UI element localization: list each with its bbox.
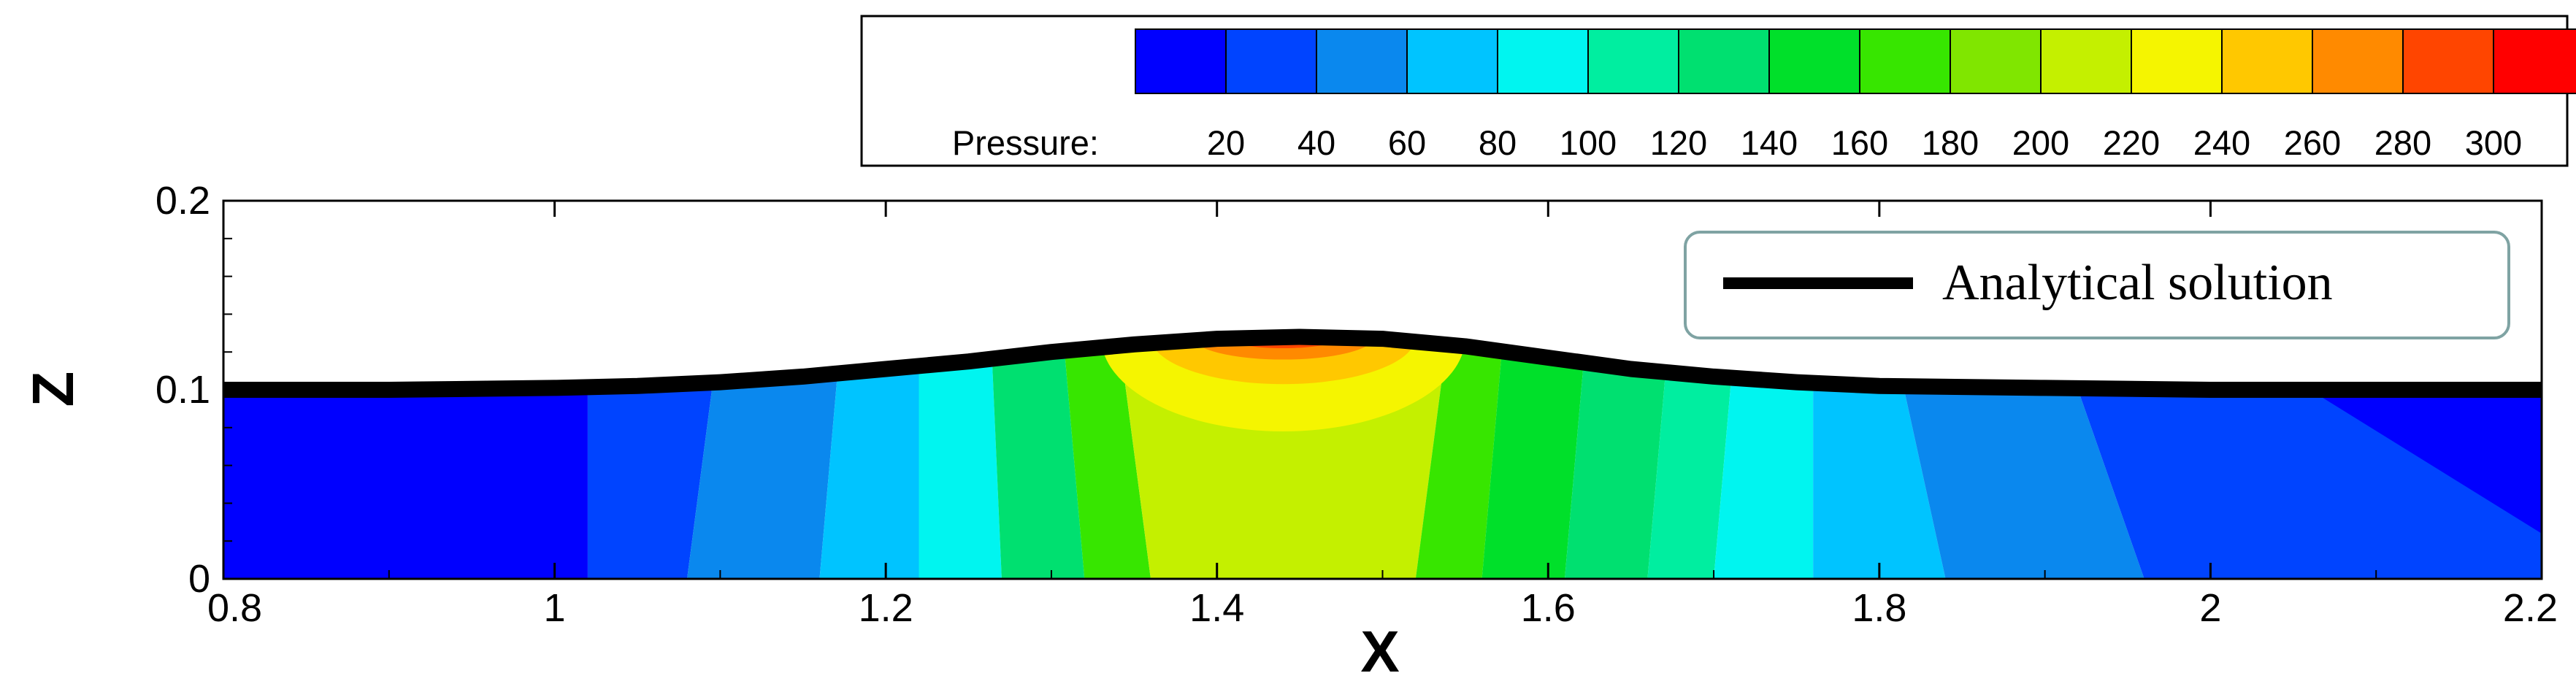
- x-tick-label: 1.4: [1189, 586, 1244, 630]
- colorbar-tick-label: 180: [1922, 123, 1979, 162]
- x-tick-label: 2.2: [2503, 586, 2558, 630]
- colorbar-swatch: [1135, 28, 1227, 94]
- contour-band: [985, 337, 1085, 579]
- colorbar-swatch: [2402, 28, 2494, 94]
- colorbar-tick-label: 20: [1207, 123, 1245, 162]
- colorbar-tick-label: 260: [2284, 123, 2341, 162]
- x-tick-label: 1.2: [859, 586, 913, 630]
- x-axis-ticks: 0.8 1 1.2 1.4 1.6 1.8 2 2.2: [207, 201, 2558, 630]
- colorbar-swatch: [1587, 28, 1679, 94]
- legend-box: [1684, 231, 2510, 339]
- contour-band: [1192, 337, 1375, 360]
- y-tick-label: 0.2: [156, 179, 210, 223]
- contour-band: [1647, 337, 1747, 579]
- x-tick-label: 0.8: [207, 586, 262, 630]
- y-tick-label: 0: [188, 557, 210, 601]
- y-axis-title: Z: [20, 372, 85, 407]
- colorbar-tick-label: 280: [2374, 123, 2431, 162]
- y-tick-label: 0.1: [156, 368, 210, 412]
- colorbar-swatch: [1859, 28, 1951, 94]
- x-tick-label: 1.8: [1852, 586, 1906, 630]
- contour-band: [1415, 337, 1515, 579]
- x-tick-label: 2: [2199, 586, 2221, 630]
- y-axis-ticks: 0 0.1 0.2: [156, 179, 2542, 601]
- colorbar-tick-label: 300: [2465, 123, 2522, 162]
- colorbar-tick-label: 220: [2103, 123, 2160, 162]
- contour-band: [1151, 337, 1416, 385]
- contour-band: [1564, 337, 1681, 579]
- colorbar-swatch: [2312, 28, 2404, 94]
- colorbar-label: Pressure:: [952, 123, 1099, 162]
- contour-band: [919, 337, 1002, 579]
- colorbar-tick-label: 240: [2193, 123, 2250, 162]
- colorbar-tick-label: 60: [1388, 123, 1426, 162]
- colorbar-swatch: [2131, 28, 2223, 94]
- contour-band: [819, 337, 919, 579]
- contour-band: [687, 337, 853, 579]
- colorbar-tick-label: 200: [2012, 123, 2069, 162]
- colorbar-tick-label: 140: [1741, 123, 1798, 162]
- colorbar-swatches: [1135, 28, 2576, 94]
- colorbar-swatch: [1406, 28, 1498, 94]
- x-tick-label: 1: [544, 586, 566, 630]
- contour-band: [1481, 337, 1598, 579]
- colorbar-swatch: [1678, 28, 1770, 94]
- colorbar-swatch: [2221, 28, 2313, 94]
- colorbar-swatch: [1950, 28, 2042, 94]
- contour-band: [1100, 337, 1465, 431]
- colorbar-swatch: [1768, 28, 1860, 94]
- colorbar-tick-label: 40: [1297, 123, 1335, 162]
- colorbar-swatch: [1225, 28, 1317, 94]
- x-axis-title: X: [1360, 619, 1399, 684]
- x-tick-label: 1.6: [1521, 586, 1576, 630]
- contour-band: [2309, 390, 2542, 534]
- colorbar-swatch: [1497, 28, 1589, 94]
- colorbar-swatch: [2493, 28, 2576, 94]
- colorbar-swatch: [2040, 28, 2132, 94]
- colorbar-tick-label: 100: [1560, 123, 1617, 162]
- colorbar-tick-label: 160: [1831, 123, 1888, 162]
- contour-band: [1051, 337, 1151, 579]
- analytical-solution-line: [223, 328, 2542, 398]
- colorbar-tick-label: 120: [1650, 123, 1707, 162]
- colorbar-tick-label: 80: [1479, 123, 1517, 162]
- legend-label-analytical-solution: Analytical solution: [1942, 255, 2333, 311]
- colorbar-tick-labels: 20 40 60 80 100 120 140 160 180 200 220 240 260 280 30…: [1207, 123, 2522, 162]
- contour-band: [1714, 337, 1814, 579]
- colorbar-swatch: [1316, 28, 1408, 94]
